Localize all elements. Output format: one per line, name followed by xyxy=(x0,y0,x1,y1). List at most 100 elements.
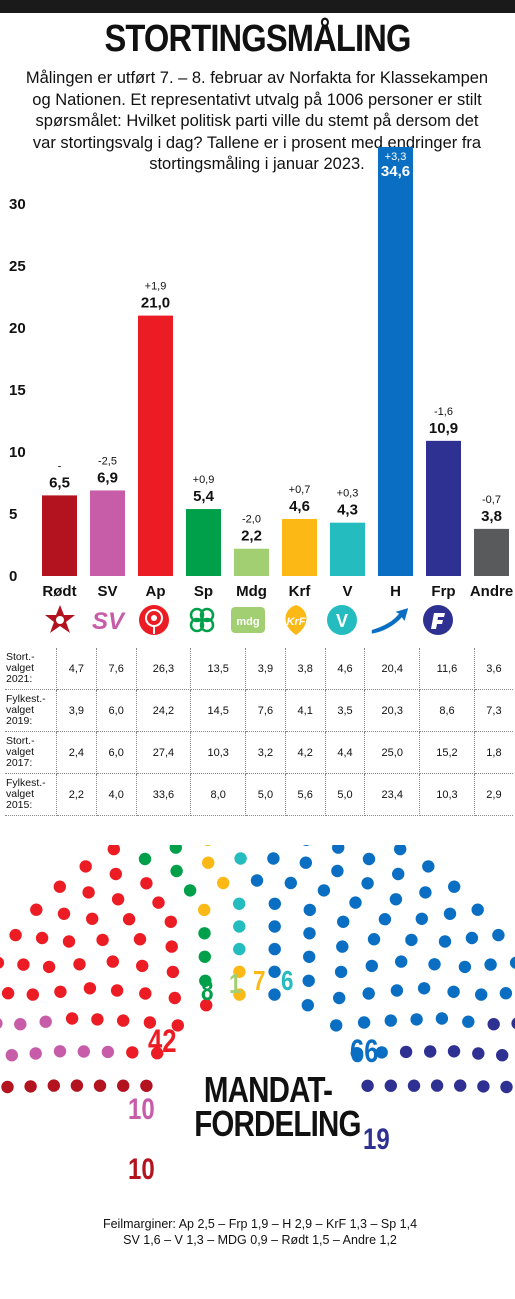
seat-dot-sp xyxy=(169,845,182,854)
seat-dot-ap xyxy=(107,845,120,856)
seat-dot-frp xyxy=(424,1045,437,1058)
value-label: 4,3 xyxy=(337,502,358,519)
seat-dot-ap xyxy=(0,956,5,969)
value-label: 6,9 xyxy=(97,469,118,486)
seat-dot-h xyxy=(448,880,461,893)
history-cell: 15,2 xyxy=(419,731,475,774)
seat-dot-rødt xyxy=(140,1079,153,1092)
seat-count-krf: 7 xyxy=(253,965,266,996)
seat-dot-frp xyxy=(472,1047,485,1060)
seat-dot-sp xyxy=(138,852,152,866)
seat-dot-ap xyxy=(166,965,180,979)
seat-count-h: 66 xyxy=(350,1033,379,1069)
seat-dot-ap xyxy=(200,999,213,1012)
seat-dot-ap xyxy=(136,959,149,973)
seat-dot-ap xyxy=(73,958,86,971)
history-cell: 8,0 xyxy=(190,773,247,816)
seat-dot-rødt xyxy=(47,1079,60,1092)
seat-dot-ap xyxy=(117,1014,130,1027)
value-label: 2,2 xyxy=(241,528,262,545)
bar-sp xyxy=(186,509,221,576)
mandate-heading-line: MANDAT- xyxy=(203,1069,333,1110)
mdg-logo-icon: mdg xyxy=(228,600,268,640)
seat-dot-h xyxy=(394,845,407,856)
seat-dot-frp xyxy=(477,1080,490,1093)
change-label: +0,7 xyxy=(289,484,311,496)
history-cell: 7,3 xyxy=(474,689,513,732)
seat-dot-h xyxy=(422,860,435,873)
seat-dot-ap xyxy=(133,933,147,946)
bar-frp xyxy=(426,440,461,576)
seat-dot-h xyxy=(447,985,460,998)
seat-dot-h xyxy=(392,867,405,881)
history-cell: 4,7 xyxy=(56,648,97,690)
seat-dot-rødt xyxy=(70,1079,84,1092)
seat-dot-v xyxy=(233,897,246,910)
history-cell: 6,0 xyxy=(96,731,137,774)
seat-dot-ap xyxy=(91,1013,104,1026)
seat-dot-rødt xyxy=(24,1080,37,1093)
seat-dot-ap xyxy=(57,907,71,920)
history-cell: 14,5 xyxy=(190,689,247,732)
history-cell: 33,6 xyxy=(136,773,192,816)
seat-dot-h xyxy=(303,927,316,940)
history-cell: 3,5 xyxy=(325,689,366,732)
clover-icon xyxy=(182,600,222,640)
bar-ap xyxy=(138,315,173,576)
history-cell: 13,5 xyxy=(190,648,247,690)
history-cell: 5,0 xyxy=(245,773,286,816)
seat-count-v: 6 xyxy=(281,965,294,996)
seat-dot-h xyxy=(375,1046,388,1059)
seat-dot-ap xyxy=(168,991,181,1005)
history-cell: 20,3 xyxy=(364,689,421,732)
history-row-label-line: Fylkest.- xyxy=(6,693,46,705)
seat-dot-v xyxy=(233,942,246,956)
bar-mdg xyxy=(234,548,269,576)
change-label: - xyxy=(58,460,62,472)
history-cell: 2,4 xyxy=(56,731,97,774)
y-tick-label: 25 xyxy=(9,258,26,275)
seat-dot-h xyxy=(438,935,452,948)
krf-logo-text: KrF xyxy=(287,616,306,628)
seat-dot-h xyxy=(299,856,312,869)
history-cell: 20,4 xyxy=(364,648,421,690)
seat-dot-h xyxy=(331,864,344,878)
history-row-label: Fylkest.- valget 2019: xyxy=(5,689,57,732)
seat-dot-ap xyxy=(79,860,92,873)
seat-dot-ap xyxy=(110,984,124,997)
seat-dot-h xyxy=(357,1016,371,1029)
seat-dot-sp xyxy=(183,884,197,897)
seat-dot-h xyxy=(268,920,281,933)
history-row-label: Stort.- valget 2017: xyxy=(5,731,57,774)
category-label: Andre xyxy=(470,583,513,600)
seat-dot-frp xyxy=(399,1045,413,1059)
seat-dot-frp xyxy=(496,1049,509,1062)
history-cell: 5,6 xyxy=(285,773,326,816)
change-label: +0,3 xyxy=(337,488,359,500)
seat-count-ap: 42 xyxy=(148,1023,177,1059)
top-bar xyxy=(0,0,515,13)
seat-dot-ap xyxy=(139,987,152,1000)
seat-dot-frp xyxy=(384,1079,397,1092)
seat-dot-ap xyxy=(86,912,99,925)
v-logo-icon: V xyxy=(322,600,362,640)
error-margins-line: SV 1,6 – V 1,3 – MDG 0,9 – Rødt 1,5 – An… xyxy=(123,1233,397,1247)
seat-count-mdg: 1 xyxy=(229,968,242,999)
seat-dot-ap xyxy=(122,913,136,926)
category-label: V xyxy=(342,583,352,600)
seat-dot-h xyxy=(365,959,378,973)
bar-rødt xyxy=(42,495,77,576)
y-tick-label: 0 xyxy=(9,568,17,585)
seat-dot-h xyxy=(268,965,281,978)
seat-dot-ap xyxy=(96,933,109,947)
seat-dot-ap xyxy=(1,987,15,1000)
history-table: Stort.- valget 2021: 4,7 7,6 26,3 13,5 3,9 3,8 4,… xyxy=(5,648,513,816)
star-icon xyxy=(40,600,80,640)
history-row-label-line: Fylkest.- xyxy=(6,777,46,789)
seat-count-sp: 8 xyxy=(201,975,214,1006)
history-cell: 10,3 xyxy=(419,773,475,816)
error-margins-line: Feilmarginer: Ap 2,5 – Frp 1,9 – H 2,9 –… xyxy=(102,1217,418,1231)
seat-dot-sp xyxy=(198,950,211,963)
seat-dot-sv xyxy=(0,1018,3,1029)
sv-logo-icon: SV xyxy=(88,600,128,640)
